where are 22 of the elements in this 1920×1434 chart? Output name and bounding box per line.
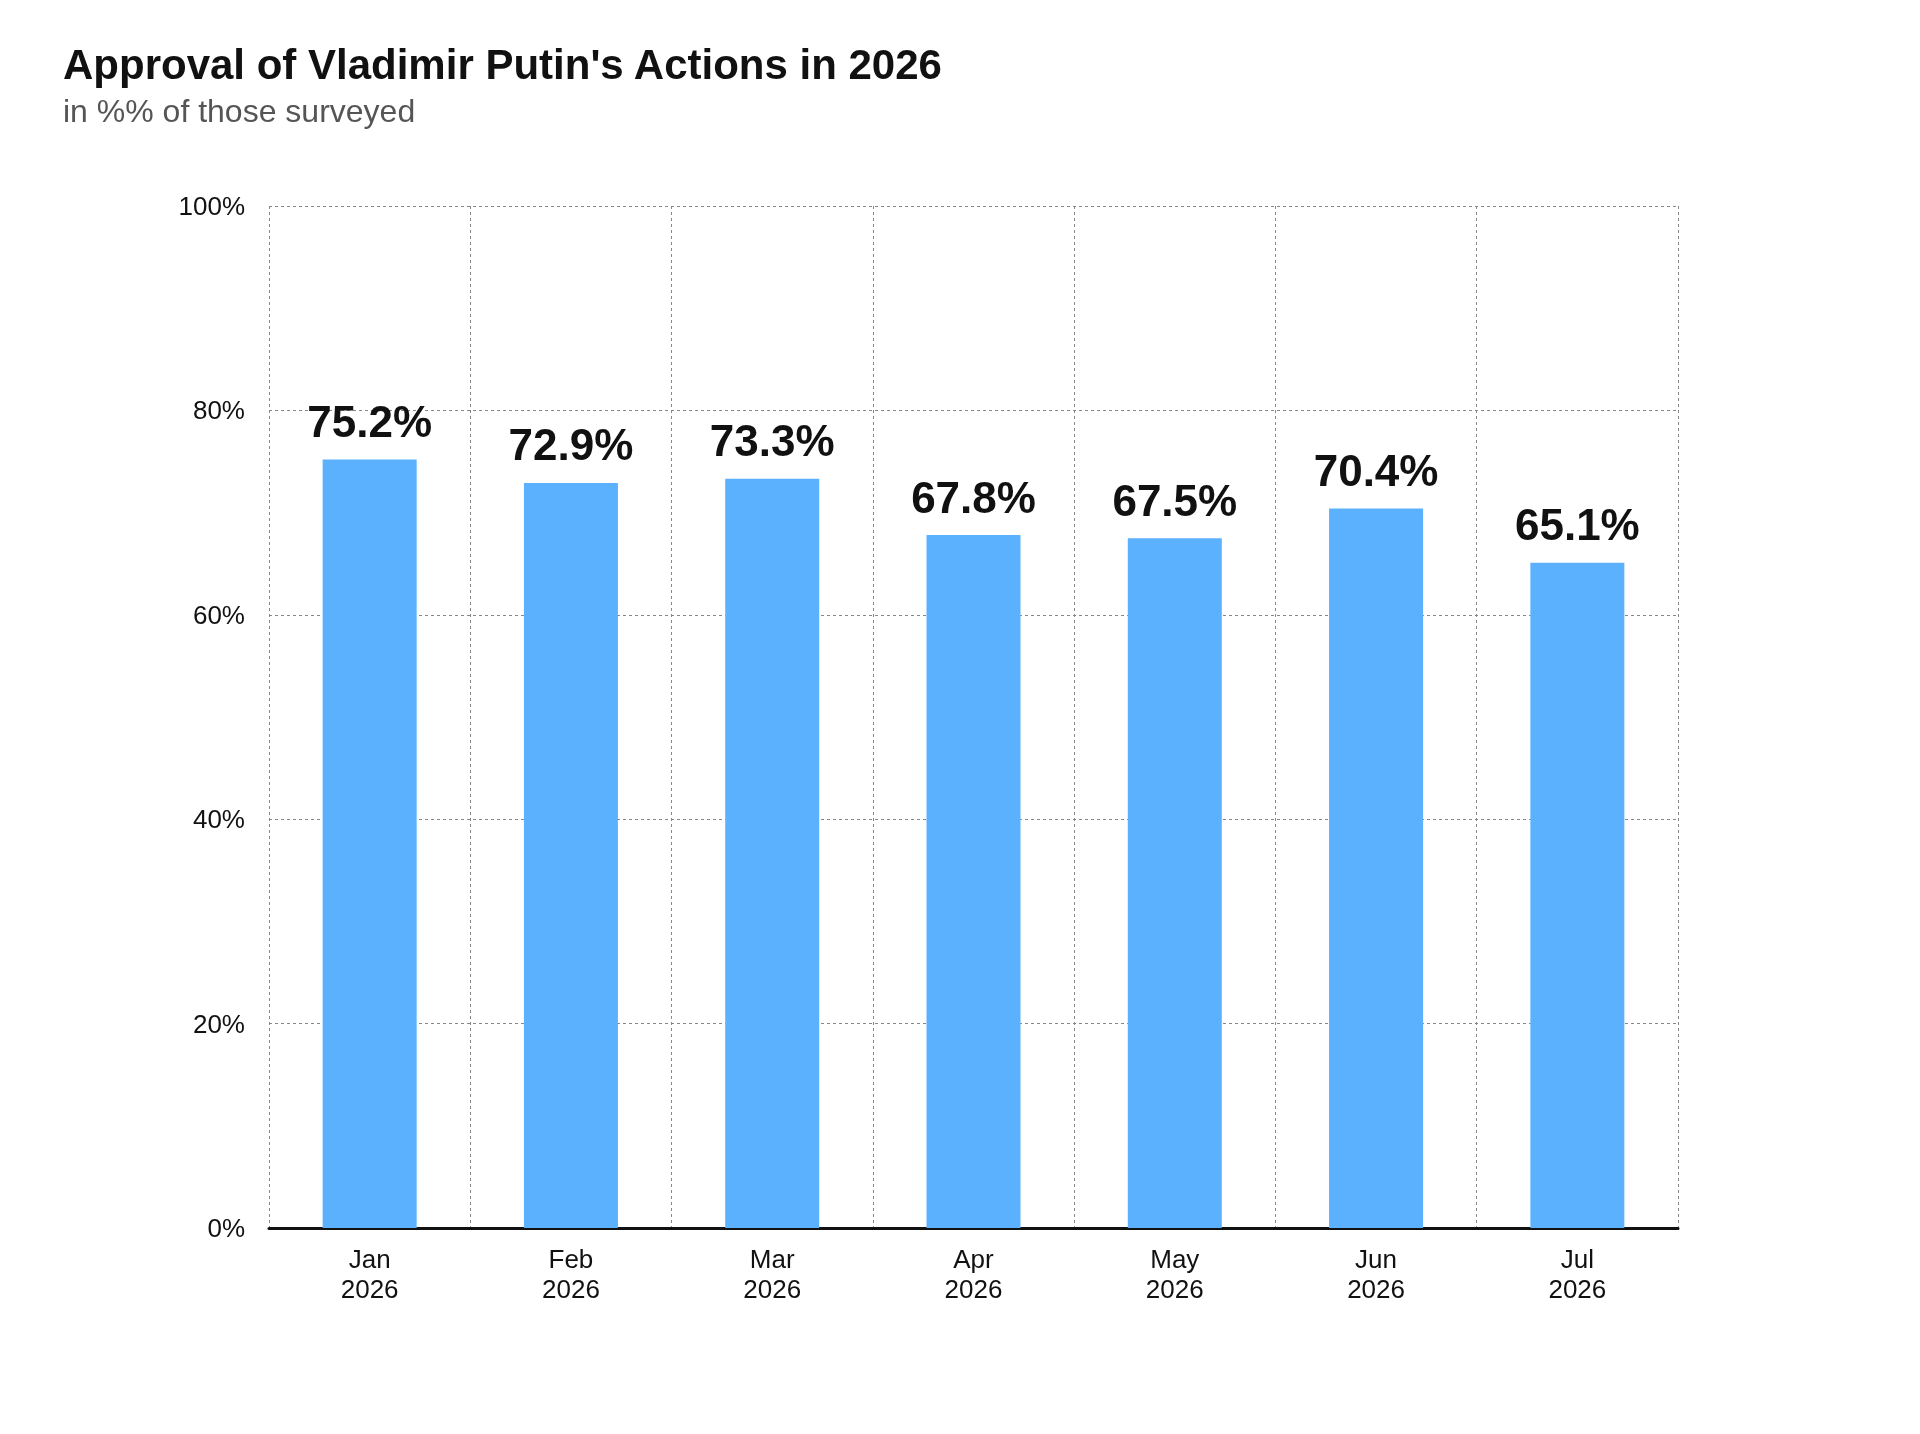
x-tick-label: Jun 2026 [1347,1244,1405,1304]
y-tick-label: 20% [192,1008,245,1039]
data-label: 70.4% [1313,446,1439,496]
data-label: 67.8% [911,472,1036,522]
y-tick-label: 0% [207,1213,245,1243]
y-tick-label: 80% [192,395,245,426]
data-label: 75.2% [307,396,433,446]
x-tick-label: Feb 2026 [542,1244,600,1304]
x-tick-label: Mar 2026 [743,1244,802,1304]
y-tick-label: 60% [192,599,245,630]
data-label: 67.5% [1112,475,1238,525]
x-tick-label: Apr 2026 [944,1244,1003,1304]
y-tick-label: 100% [178,191,245,221]
y-tick-label: 40% [192,804,245,835]
x-tick-label: May 2026 [1145,1244,1204,1304]
x-tick-label: Jan 2026 [340,1244,399,1304]
chart-subtitle: in %% of those surveyed [63,93,416,129]
data-label: 72.9% [508,420,634,470]
data-label: 73.3% [709,416,835,466]
chart-title: Approval of Vladimir Putin's Actions in 2026 [63,40,942,88]
x-tick-label: Jul 2026 [1548,1244,1607,1304]
data-label: 65.1% [1514,500,1640,550]
